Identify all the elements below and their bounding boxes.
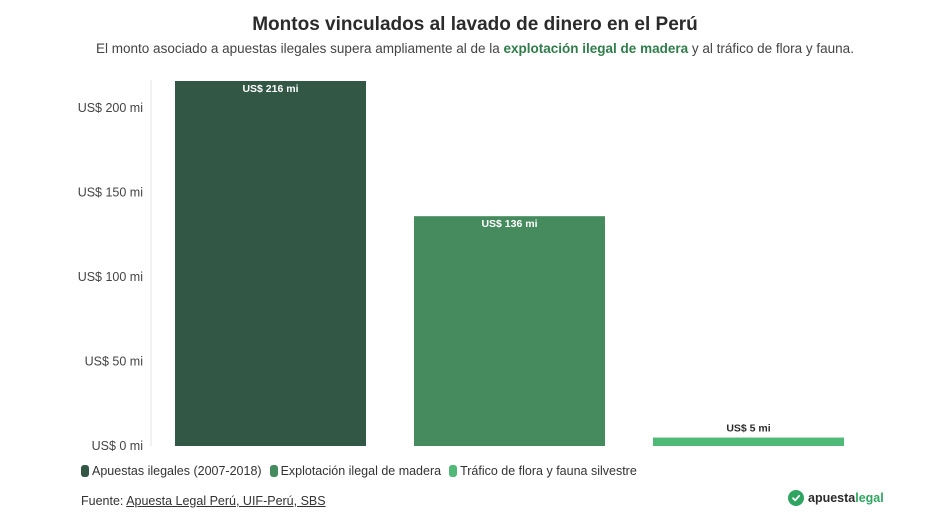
chart-subtitle: El monto asociado a apuestas ilegales su… <box>0 41 950 56</box>
legend-swatch <box>81 465 89 477</box>
source-note: Fuente: Apuesta Legal Perú, UIF-Perú, SB… <box>81 494 326 508</box>
logo-text-legal: legal <box>855 491 884 505</box>
legend-swatch <box>269 465 278 477</box>
legend-item-apuestas[interactable]: Apuestas ilegales (2007-2018) <box>81 464 262 478</box>
subtitle-highlight: explotación ilegal de madera <box>503 41 689 56</box>
y-tick-label: US$ 200 mi <box>78 101 143 115</box>
y-tick-label: US$ 0 mi <box>92 439 143 453</box>
check-icon <box>792 494 801 502</box>
source-link[interactable]: Apuesta Legal Perú, UIF-Perú, SBS <box>126 494 326 508</box>
legend-swatch <box>449 465 458 477</box>
bar[interactable] <box>414 216 605 446</box>
bar-chart: US$ 0 mi US$ 50 mi US$ 100 mi US$ 150 mi US$… <box>78 80 844 453</box>
bar[interactable] <box>653 437 844 446</box>
data-label-group: US$ 216 mi US$ 136 mi US$ 5 mi <box>242 83 770 435</box>
bar-data-label: US$ 136 mi <box>481 218 537 230</box>
legend-item-madera[interactable]: Explotación ilegal de madera <box>269 464 442 478</box>
legend: Apuestas ilegales (2007-2018) Explotació… <box>81 464 645 478</box>
legend-label: Apuestas ilegales (2007-2018) <box>92 464 262 478</box>
y-tick-label: US$ 150 mi <box>78 186 143 200</box>
check-circle-icon <box>788 490 804 506</box>
brand-logo[interactable]: apuesta legal <box>788 490 884 506</box>
y-tick-label: US$ 50 mi <box>85 355 143 369</box>
y-tick-label: US$ 100 mi <box>78 270 143 284</box>
chart-title: Montos vinculados al lavado de dinero en… <box>252 14 698 35</box>
bar[interactable] <box>175 81 366 446</box>
logo-text-apuesta: apuesta <box>808 491 856 505</box>
subtitle-text-end: y al tráfico de flora y fauna. <box>688 41 854 56</box>
bar-data-label: US$ 216 mi <box>242 83 298 95</box>
source-prefix: Fuente: <box>81 494 127 508</box>
bar-group <box>175 81 844 446</box>
subtitle-text-start: El monto asociado a apuestas ilegales su… <box>96 41 504 56</box>
legend-label: Explotación ilegal de madera <box>280 464 442 478</box>
legend-label: Tráfico de flora y fauna silvestre <box>460 464 637 478</box>
legend-item-flora-fauna[interactable]: Tráfico de flora y fauna silvestre <box>449 464 637 478</box>
y-tick-group: US$ 0 mi US$ 50 mi US$ 100 mi US$ 150 mi US$… <box>78 101 143 453</box>
bar-data-label: US$ 5 mi <box>726 423 770 435</box>
